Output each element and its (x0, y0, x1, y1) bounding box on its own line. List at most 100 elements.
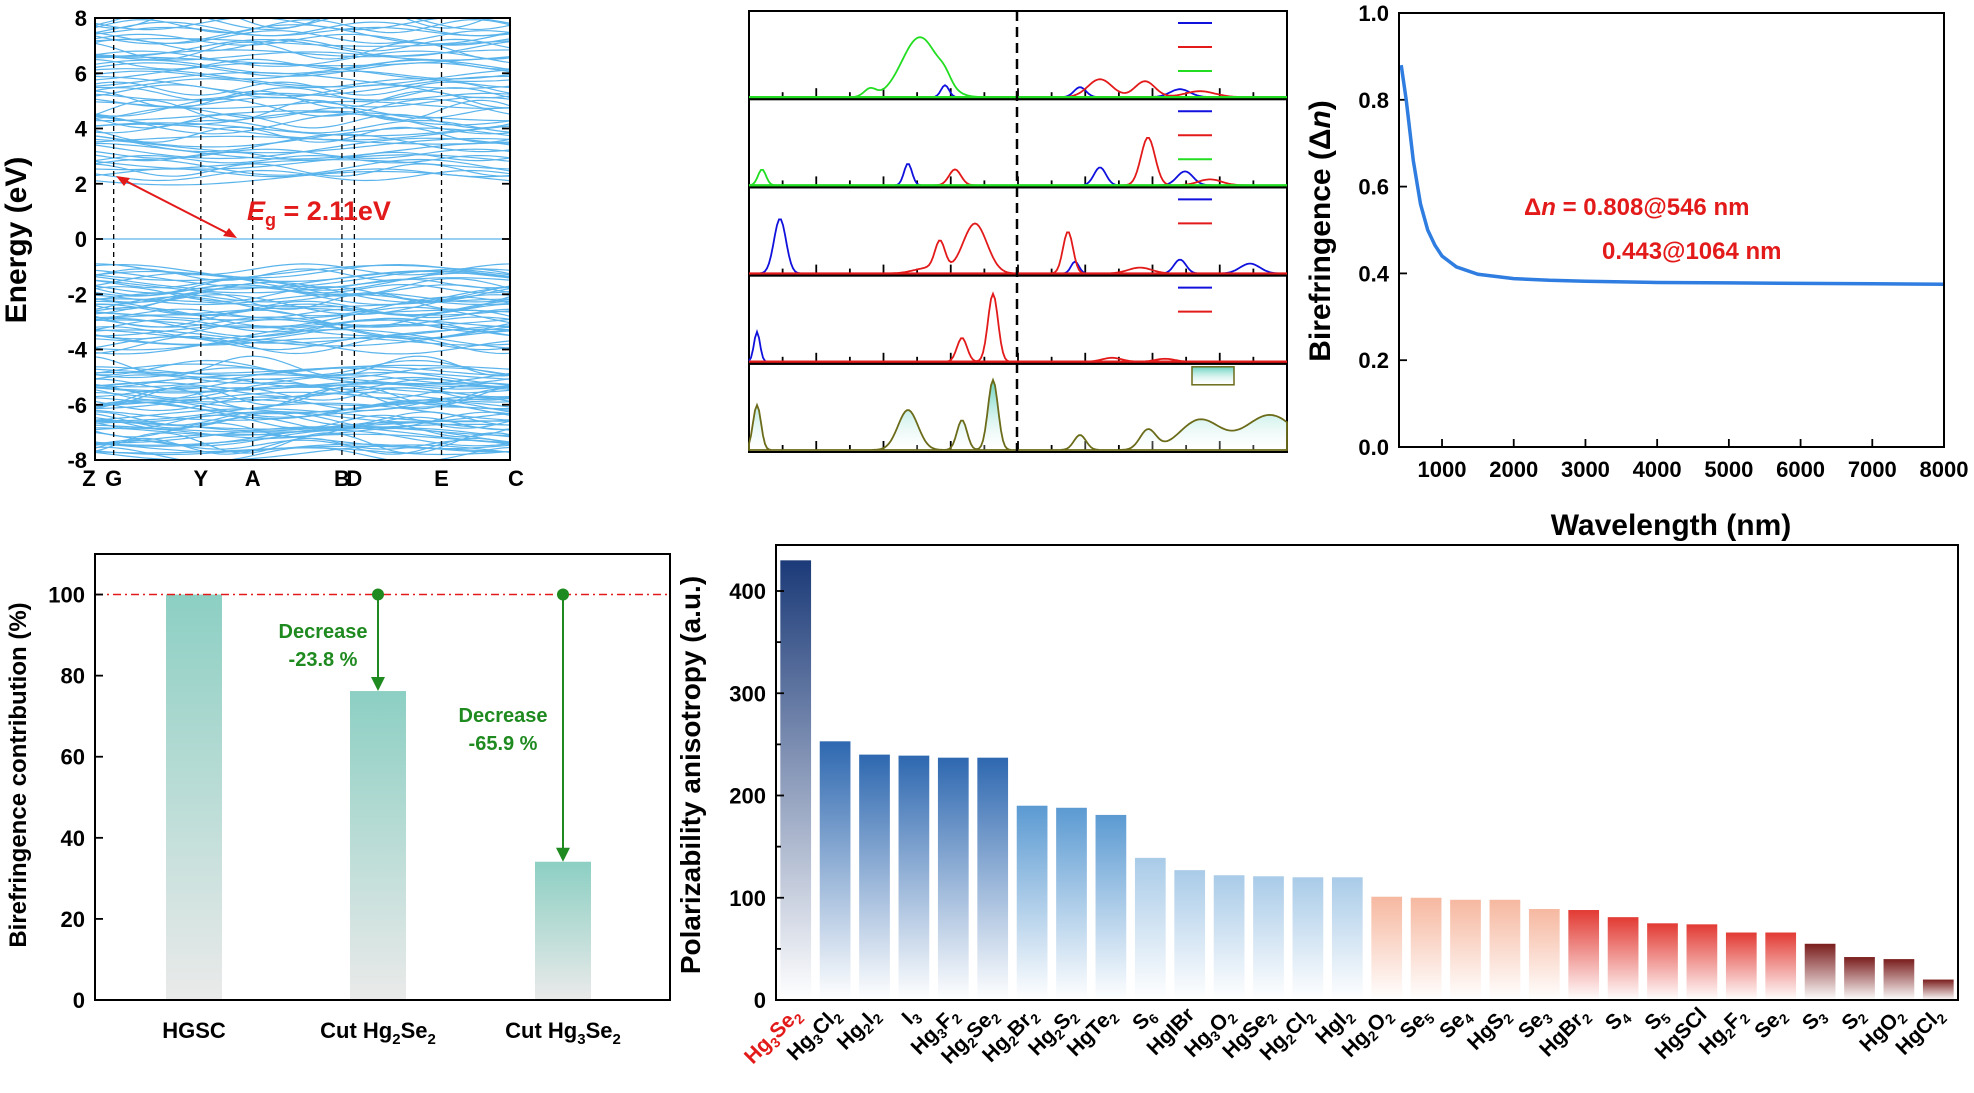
band-line (95, 81, 510, 96)
polarizability-bar (977, 757, 1009, 1000)
polarizability-bars (780, 560, 1954, 1000)
band-line (95, 155, 510, 164)
polarizability-category-label: Se2 (1750, 1003, 1792, 1045)
contribution-arrows: Decrease -23.8 % Decrease -65.9 % (279, 588, 570, 862)
polarizability-y-tick-label: 400 (729, 579, 766, 604)
biref-ylabel: Birefringence (Δn) (1304, 100, 1337, 362)
k-point-label: Z (82, 466, 95, 491)
polarizability-bar (859, 754, 890, 1000)
band-ylabel: Energy (eV) (0, 157, 33, 324)
contribution-category-label: Cut Hg2Se2 (320, 1018, 436, 1048)
biref-x-tick-label: 6000 (1776, 457, 1825, 482)
band-line (95, 429, 510, 447)
biref-x-tick-label: 1000 (1418, 457, 1467, 482)
k-point-label: E (434, 466, 449, 491)
band-line (95, 309, 510, 321)
polarizability-bar (1765, 932, 1797, 1000)
polarizability-category-label: Hg2I2 (833, 1003, 886, 1056)
polarizability-bar (1213, 875, 1245, 1000)
biref-y-tick-label: 0.6 (1358, 175, 1389, 200)
polarizability-bar (819, 741, 851, 1000)
k-point-lines (113, 18, 443, 460)
polarizability-bar (1253, 876, 1284, 1000)
polarizability-y-tick-label: 0 (754, 988, 766, 1013)
band-line (95, 107, 510, 119)
band-line (95, 422, 510, 438)
polarizability-bar (1883, 959, 1915, 1000)
contribution-category-label: Cut Hg3Se2 (505, 1018, 621, 1048)
polarizability-bar (780, 560, 812, 1000)
biref-y-tick-label: 1.0 (1358, 1, 1389, 26)
band-line (95, 263, 510, 276)
band-line (95, 133, 510, 153)
band-line (95, 19, 510, 34)
band-k-labels: Z G Y A BD E C (82, 466, 524, 491)
band-y-tick-label: 2 (75, 172, 87, 197)
band-y-tick-label: 0 (75, 227, 87, 252)
polarizability-bar (1134, 857, 1166, 1000)
band-line (95, 306, 510, 328)
band-line (95, 281, 510, 303)
band-line (95, 38, 510, 52)
band-line (95, 296, 510, 317)
band-line (95, 423, 510, 433)
band-line (95, 39, 510, 57)
band-line (95, 41, 510, 60)
k-point-label: B (334, 466, 350, 491)
band-line (95, 158, 510, 176)
band-line (95, 384, 510, 394)
polarizability-bar (1016, 805, 1048, 1000)
band-line (95, 439, 510, 450)
band-line (95, 433, 510, 450)
band-line (95, 49, 510, 58)
band-line (95, 402, 510, 422)
contribution-y-tick-label: 100 (48, 583, 85, 608)
band-line (95, 26, 510, 37)
polarizability-bar (1489, 899, 1521, 1000)
band-line (95, 396, 510, 412)
band-line (95, 337, 510, 346)
polarizability-y-tick-label: 200 (729, 784, 766, 809)
biref-y-tick-label: 0.0 (1358, 435, 1389, 460)
band-line (95, 408, 510, 423)
biref-frame (1398, 12, 1945, 448)
band-line (95, 323, 510, 346)
biref-x-tick-label: 5000 (1704, 457, 1753, 482)
polarizability-bar (1371, 896, 1403, 1000)
k-point-label: C (508, 466, 524, 491)
band-line (95, 51, 510, 61)
band-line (95, 137, 510, 154)
polarizability-y-tick-label: 100 (729, 886, 766, 911)
biref-annotation-2: 0.443@1064 nm (1602, 238, 1782, 265)
biref-y-tick-label: 0.4 (1358, 261, 1389, 286)
polarizability-ylabel: Polarizability anisotropy (a.u.) (675, 576, 706, 974)
contribution-y-tick-label: 0 (73, 988, 85, 1013)
band-line (95, 62, 510, 77)
decrease-value: -23.8 % (289, 649, 358, 671)
k-point-label: D (346, 466, 362, 491)
band-line (95, 426, 510, 444)
decrease-value: -65.9 % (469, 733, 538, 755)
k-point-label: Y (193, 466, 208, 491)
polarizability-frame (775, 544, 1959, 1001)
gap-arrowhead-top (116, 176, 130, 186)
polarizability-bar (1410, 897, 1442, 1000)
biref-xlabel: Wavelength (nm) (1551, 509, 1792, 542)
contribution-y-tick-label: 60 (61, 745, 85, 770)
band-line (95, 303, 510, 317)
band-line (95, 277, 510, 297)
contribution-y-tick-label: 80 (61, 664, 85, 689)
polarizability-bar (1528, 909, 1560, 1000)
birefringence-panel: 1000 2000 3000 4000 5000 6000 7000 8000 0.0 0.2 0.… (1304, 1, 1968, 542)
total-dos-legend (1191, 366, 1235, 386)
band-line (95, 433, 510, 446)
band-line (95, 371, 510, 380)
pdos-panel (748, 10, 1288, 453)
decrease-arrowhead (371, 677, 385, 692)
band-line (95, 98, 510, 117)
band-structure-panel: 8 6 4 2 0 -2 -4 -6 -8 Z G Y A BD E C Energy (eV) Eg = … (0, 6, 524, 491)
polarizability-y-tick-label: 300 (729, 681, 766, 706)
band-line (95, 366, 510, 376)
polarizability-bar (1922, 979, 1954, 1000)
